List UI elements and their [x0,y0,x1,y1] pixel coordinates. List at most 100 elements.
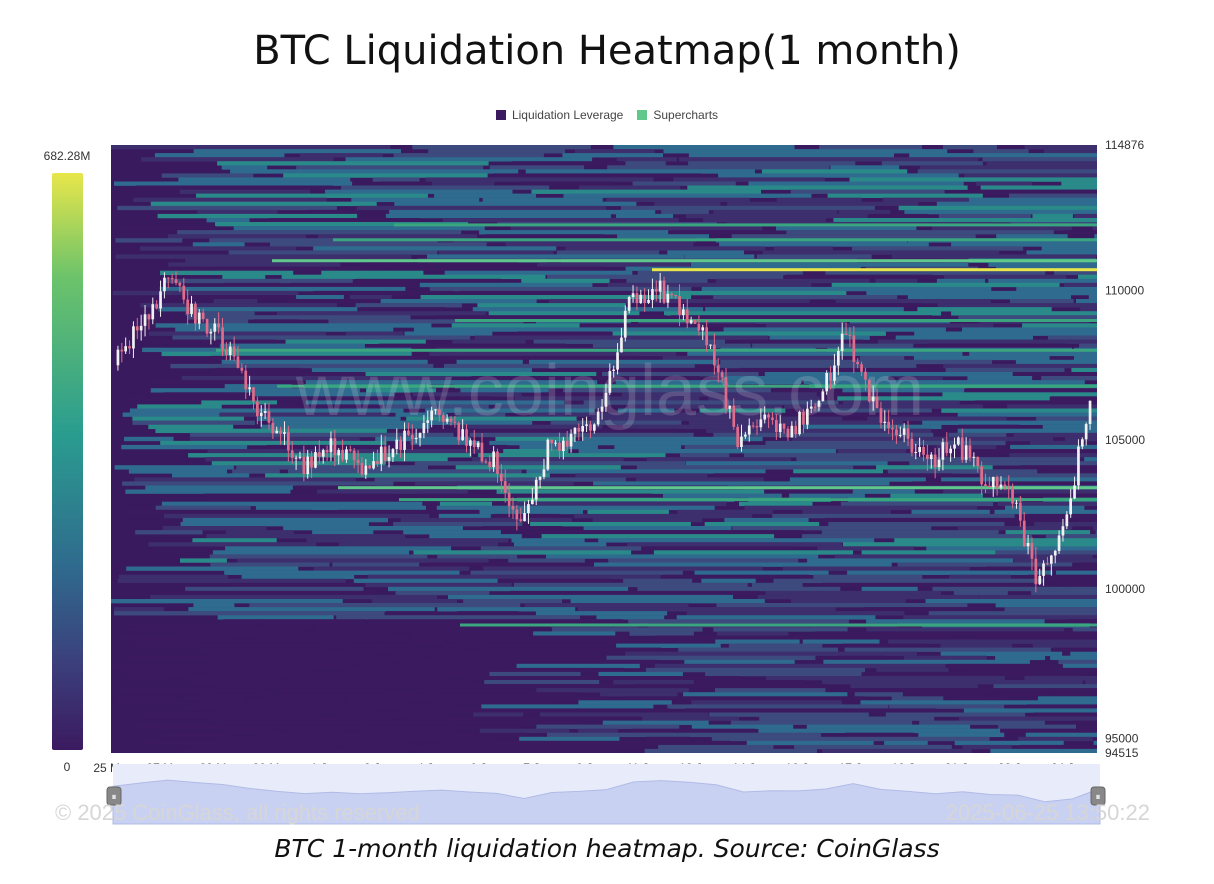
heat-cell [582,436,763,442]
heat-cell [718,173,959,178]
heat-cell [1058,692,1097,697]
heat-cell [708,396,820,401]
heat-cell [563,388,771,393]
heat-cell [427,254,685,259]
heat-cell [598,538,875,543]
heat-cell [160,270,294,276]
heat-cell [361,728,456,734]
candle-body [589,424,592,431]
heat-cell [181,748,406,753]
navigator-handle-left[interactable]: ⏸ [106,786,122,806]
candle-body [128,346,131,349]
heat-cell [614,444,682,450]
heat-cell [425,408,595,413]
heat-cell [222,274,266,280]
figure-caption: BTC 1-month liquidation heatmap. Source:… [274,834,940,863]
heat-cell [990,748,1097,753]
heat-cell [148,542,317,547]
heat-cell [365,720,455,725]
heat-cell [125,489,291,494]
candle-body [155,304,158,309]
heat-cell [727,201,919,207]
heat-cell [439,501,492,507]
heat-cell [172,473,250,478]
heat-cell [185,586,364,592]
navigator-handle-right[interactable]: ⏸ [1090,786,1106,806]
liquidation-band [277,384,1097,388]
heat-cell [472,307,704,312]
heat-cell [637,270,803,276]
heat-cell [904,209,1097,215]
candle-body [678,296,681,316]
heat-cell [132,416,244,421]
heat-cell [875,278,918,284]
heat-cell [386,611,437,616]
heat-cell [973,189,1097,194]
candle-body [806,408,809,425]
candle-body [968,445,972,458]
candle-body [639,294,643,303]
heat-cell [155,295,294,300]
heat-cell [321,270,424,276]
heat-cell [848,688,1097,693]
candle-body [244,370,248,390]
candle-body [488,461,492,468]
legend-item-liquidation-leverage[interactable]: Liquidation Leverage [495,108,623,122]
heat-cell [863,607,991,612]
heat-cell [209,238,438,243]
candle-body [349,449,352,451]
heat-cell [626,278,708,284]
heat-cell [372,599,457,604]
heat-cell [936,201,1097,207]
heat-cell [995,655,1046,661]
candle-body [410,434,414,440]
heat-cell [1071,367,1097,373]
heat-cell [1061,181,1097,186]
candle-body [341,450,344,460]
heat-cell [124,671,195,677]
heat-cell [644,748,817,753]
heat-cell [1094,234,1097,239]
heat-cell [911,509,990,515]
heat-cell [989,493,1097,498]
heat-cell [127,655,422,661]
heat-cell [356,663,508,669]
heat-cell [382,404,489,409]
heat-cell [1015,359,1097,365]
heat-cell [1005,505,1085,511]
heat-cell [345,331,404,336]
heat-cell [1056,570,1097,575]
heat-cell [997,692,1051,697]
copyright-watermark: © 2025 CoinGlass, all rights reserved [55,800,420,825]
heat-cell [188,607,435,612]
heat-cell [111,599,343,604]
heat-cell [556,250,660,255]
heat-cell [318,234,477,239]
legend-item-supercharts[interactable]: Supercharts [637,108,718,122]
heat-cell [159,286,406,292]
heat-cell [1000,728,1097,734]
candle-body [194,303,197,324]
heat-cell [861,586,918,592]
heat-cell [802,639,880,644]
heat-cell [185,311,255,316]
heat-cell [222,728,275,734]
heat-cell [413,327,700,332]
heat-cell [121,444,248,450]
heat-cell [748,181,964,186]
heat-cell [709,712,869,717]
candle-body [891,428,894,430]
candle-body [248,387,251,390]
heat-cell [838,209,891,215]
candle-body [263,411,267,413]
candle-body [833,365,836,381]
heat-cell [114,181,353,186]
heat-cell [938,213,1031,219]
heat-cell [164,278,353,284]
candle-body [821,391,825,402]
candle-body [755,426,759,428]
liquidation-band [272,259,1097,263]
heat-cell [434,193,536,198]
heat-cell [266,623,541,628]
